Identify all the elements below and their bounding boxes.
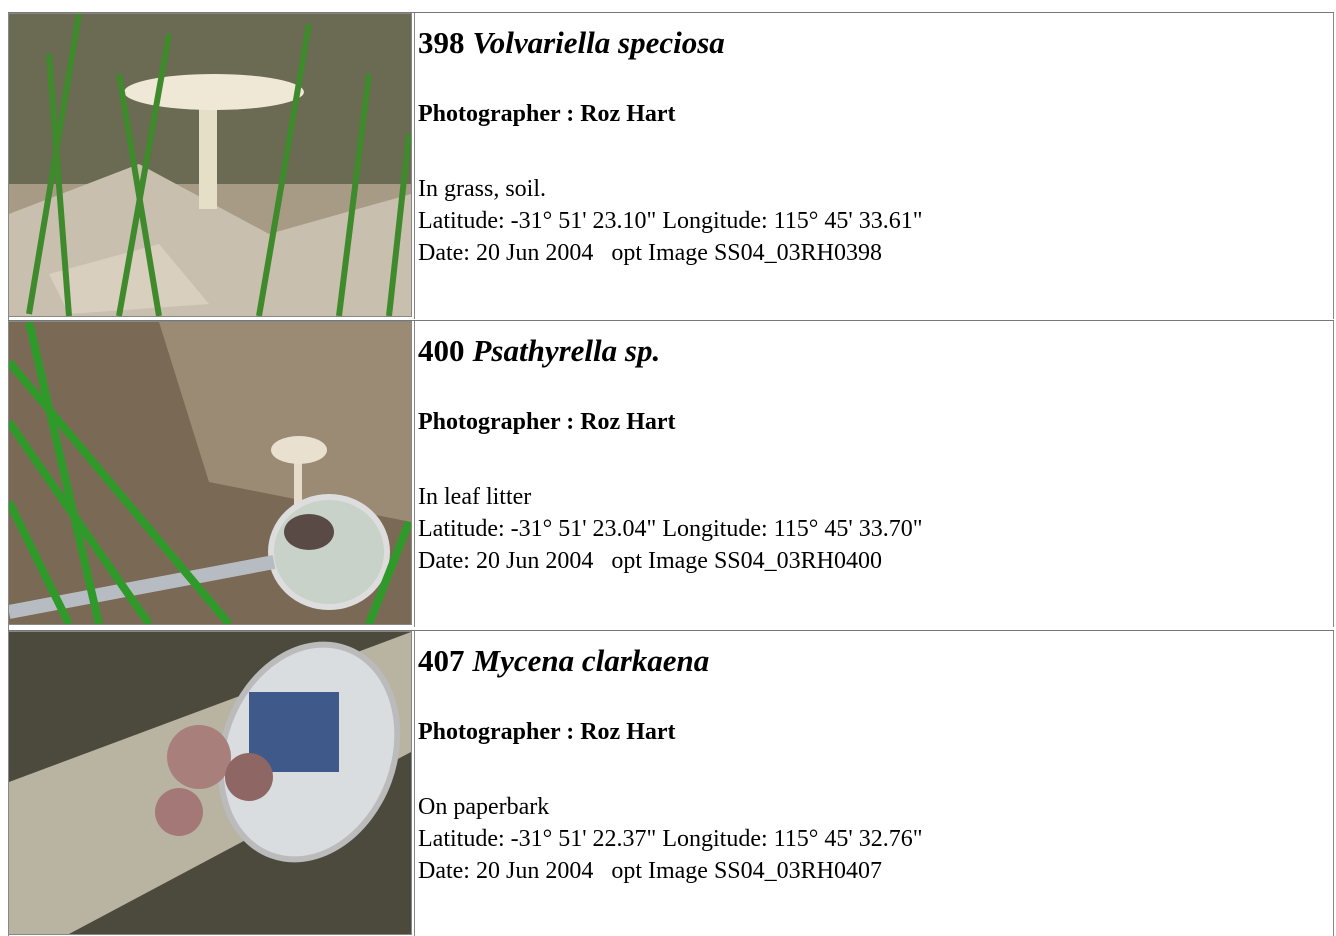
details: In grass, soil. Latitude: -31° 51' 23.10"…: [418, 173, 923, 269]
photographer: Photographer : Roz Hart: [418, 409, 676, 435]
species-name: Volvariella speciosa: [472, 25, 725, 60]
location: Latitude: -31° 51' 22.37" Longitude: 115…: [418, 826, 923, 852]
photo-psathyrella: [9, 322, 411, 624]
habitat: On paperbark: [418, 794, 550, 820]
species-title: 407 Mycena clarkaena: [418, 643, 709, 679]
location: Latitude: -31° 51' 23.04" Longitude: 115…: [418, 516, 923, 542]
description-cell: 407 Mycena clarkaena Photographer : Roz H…: [418, 631, 1334, 936]
row: 400 Psathyrella sp. Photographer : Roz Ha…: [8, 320, 1334, 627]
row: 407 Mycena clarkaena Photographer : Roz H…: [8, 630, 1334, 936]
specimen-number: 398: [418, 25, 465, 60]
photo-volvariella: [9, 14, 411, 316]
photographer: Photographer : Roz Hart: [418, 719, 676, 745]
details: On paperbark Latitude: -31° 51' 22.37" Lo…: [418, 791, 923, 887]
specimen-number: 400: [418, 333, 465, 368]
date: Date: 20 Jun 2004 opt Image SS04_03RH040…: [418, 548, 882, 574]
photo: [8, 13, 412, 317]
details: In leaf litter Latitude: -31° 51' 23.04" …: [418, 481, 923, 577]
date: Date: 20 Jun 2004 opt Image SS04_03RH039…: [418, 240, 882, 266]
species-name: Psathyrella sp.: [472, 333, 661, 368]
cell-divider: [414, 631, 415, 936]
description-cell: 400 Psathyrella sp. Photographer : Roz Ha…: [418, 321, 1334, 627]
habitat: In grass, soil.: [418, 176, 546, 202]
specimen-number: 407: [418, 643, 465, 678]
photo-mycena: [9, 632, 411, 934]
cell-divider: [414, 13, 415, 319]
species-title: 398 Volvariella speciosa: [418, 25, 725, 61]
photo: [8, 631, 412, 935]
species-title: 400 Psathyrella sp.: [418, 333, 660, 369]
row: 398 Volvariella speciosa Photographer : R…: [8, 12, 1334, 319]
description-cell: 398 Volvariella speciosa Photographer : R…: [418, 13, 1334, 319]
date: Date: 20 Jun 2004 opt Image SS04_03RH040…: [418, 858, 882, 884]
photographer: Photographer : Roz Hart: [418, 101, 676, 127]
photo: [8, 321, 412, 625]
cell-divider: [414, 321, 415, 627]
species-name: Mycena clarkaena: [472, 643, 710, 678]
habitat: In leaf litter: [418, 484, 532, 510]
location: Latitude: -31° 51' 23.10" Longitude: 115…: [418, 208, 923, 234]
